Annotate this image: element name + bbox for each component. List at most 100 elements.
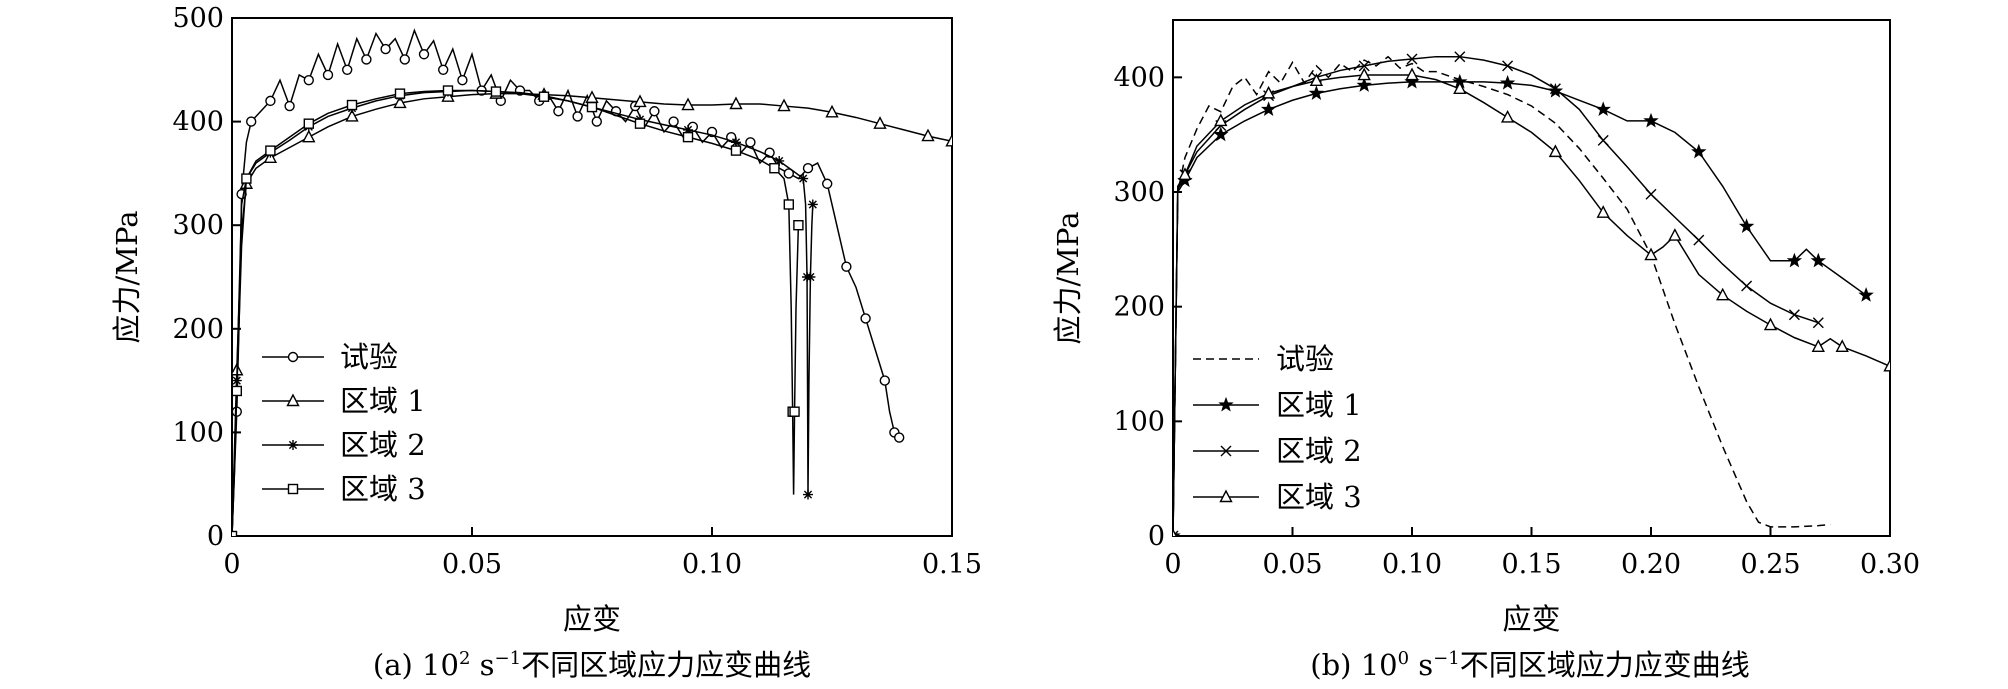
chart-a: 0 0.05 0.10 0.15 0 100 200 300 400 500 应变 应力/MPa (a)…: [110, 3, 982, 682]
chart-b-ytick-label: 200: [1113, 292, 1165, 323]
chart-a-series-1-point: [342, 64, 353, 76]
chart-a-series-1-point: [591, 116, 602, 127]
chart-a-series-1-point: [745, 137, 756, 148]
chart-a-ylabel: 应力/MPa: [110, 211, 144, 344]
chart-b-series-3-point: [1693, 234, 1705, 246]
chart-a-series-4-point: [538, 91, 550, 102]
chart-a-series-1-point: [284, 100, 295, 112]
chart-b-xlabel: 应变: [1502, 602, 1560, 636]
chart-a-series-1-point: [783, 168, 794, 179]
chart-a-series-1-point: [860, 313, 871, 324]
chart-b-series-4-point: [1173, 528, 1177, 536]
chart-b-series-4-point: [1500, 109, 1515, 123]
chart-a-series-1-point: [245, 116, 257, 127]
chart-a-series-1-point: [553, 106, 564, 117]
chart-b-series-4-point: [1644, 247, 1658, 261]
chart-b-series-2-point: [1308, 85, 1325, 100]
chart-b-caption: (b) 100 s−1不同区域应力应变曲线: [1310, 648, 1749, 682]
chart-b-series-4-point: [1405, 67, 1419, 81]
chart-b-series-4-line: [1173, 74, 1890, 536]
chart-a-xtick-label: 0.05: [442, 549, 502, 580]
chart-a-series-4-point: [265, 145, 276, 156]
chart-b: 0 0.05 0.10 0.15 0.20 0.25 0.30 0 100 200 300 400 应变…: [1051, 19, 1920, 682]
chart-a-series-2: [232, 86, 952, 536]
chart-b-series-4-point: [1261, 85, 1276, 99]
chart-b-legend-marker: [1220, 445, 1232, 457]
chart-b-series-2-point: [1499, 74, 1516, 90]
chart-b-xtick-label: 0.30: [1860, 549, 1920, 580]
chart-b-xtick-label: 0.10: [1382, 549, 1442, 580]
chart-a-series-1-point: [822, 178, 833, 189]
chart-b-series-3-point: [1812, 317, 1824, 329]
chart-b-series-4-point: [1214, 113, 1228, 127]
chart-b-series-2-point: [1595, 101, 1611, 116]
chart-a-xtick-label: 0.10: [682, 549, 742, 580]
chart-a-legend-marker: [287, 351, 299, 363]
chart-a-series-1-point: [399, 54, 410, 65]
chart-a-series-1-point: [879, 375, 890, 386]
chart-a-series-4-point: [346, 99, 358, 111]
chart-a-series-3-point: [807, 199, 818, 210]
chart-a-legend-item: 区域 3: [262, 472, 426, 506]
chart-a-series-3-point: [798, 173, 809, 184]
chart-a-series-4-point: [730, 145, 742, 156]
chart-a-legend-marker: [288, 440, 298, 450]
chart-a-series-3-line: [232, 89, 814, 536]
chart-b-ytick-label: 400: [1113, 62, 1165, 93]
chart-a-legend-marker: [286, 393, 300, 407]
chart-a-series-2-point: [729, 96, 743, 110]
chart-b-series-3-point: [1454, 51, 1466, 63]
chart-a-series-1-point: [572, 111, 583, 122]
chart-a-series-2-point: [777, 98, 791, 112]
chart-a-series-3-point: [774, 155, 785, 166]
chart-a-series-4-point: [490, 86, 502, 97]
chart-b-ytick-label: 0: [1148, 521, 1165, 552]
chart-a-series-2-point: [302, 129, 316, 143]
chart-b-series-4-point: [1811, 339, 1825, 352]
chart-b-legend-marker: [1219, 489, 1233, 503]
chart-b-legend-item: 试验: [1193, 342, 1334, 376]
chart-a-legend-label: 试验: [340, 340, 398, 374]
chart-b-series-2-point: [1858, 287, 1874, 302]
chart-b-ytick-label: 300: [1113, 177, 1165, 208]
chart-b-series-4-point: [1668, 228, 1682, 241]
chart-b-series-1-line: [1173, 55, 1831, 536]
chart-b-series-3-point: [1645, 188, 1657, 200]
chart-b-xtick-label: 0.15: [1501, 549, 1561, 580]
chart-b-series-1: [1173, 55, 1831, 536]
chart-b-series-4-point: [1596, 205, 1610, 218]
chart-a-series-1-point: [894, 432, 905, 443]
chart-a-series-4-point: [394, 88, 406, 99]
chart-b-ytick-label: 100: [1113, 406, 1165, 437]
chart-b-legend-label: 区域 3: [1276, 480, 1362, 514]
chart-a-plot-frame: [231, 17, 953, 537]
chart-a-xlabel: 应变: [563, 602, 621, 636]
chart-a-series-2-point: [681, 97, 695, 111]
chart-b-legend-marker: [1218, 396, 1234, 412]
chart-b-series-2-point: [1786, 252, 1803, 268]
chart-a-series-4-point: [783, 199, 794, 210]
chart-b-series-4-point: [1357, 67, 1371, 81]
chart-a-series-1-point: [303, 74, 314, 86]
chart-b-series-2-point: [1260, 101, 1277, 116]
chart-a-series-2-point: [921, 128, 935, 142]
chart-a-ytick-label: 200: [172, 314, 224, 345]
chart-b-series-2-point: [1810, 252, 1826, 268]
chart-a-series-1-point: [457, 74, 468, 86]
chart-a-series-4-point: [634, 118, 646, 129]
chart-a-series-2-point: [633, 94, 647, 108]
chart-a-series-3-point: [683, 124, 693, 135]
chart-a-legend-item: 区域 2: [262, 428, 426, 462]
chart-b-legend-item: 区域 1: [1193, 388, 1362, 422]
chart-b-legend-item: 区域 2: [1193, 434, 1362, 468]
chart-b-series-4-point: [1548, 144, 1563, 158]
chart-a-series-1-point: [322, 69, 334, 81]
chart-b-series-3-point: [1173, 530, 1179, 536]
chart-a-series-1-point: [418, 49, 430, 60]
chart-a-series-3-point: [805, 272, 816, 282]
chart-a-ytick-label: 300: [172, 210, 224, 241]
chart-b-ylabel: 应力/MPa: [1051, 212, 1085, 345]
chart-a-ytick-label: 500: [172, 3, 224, 34]
